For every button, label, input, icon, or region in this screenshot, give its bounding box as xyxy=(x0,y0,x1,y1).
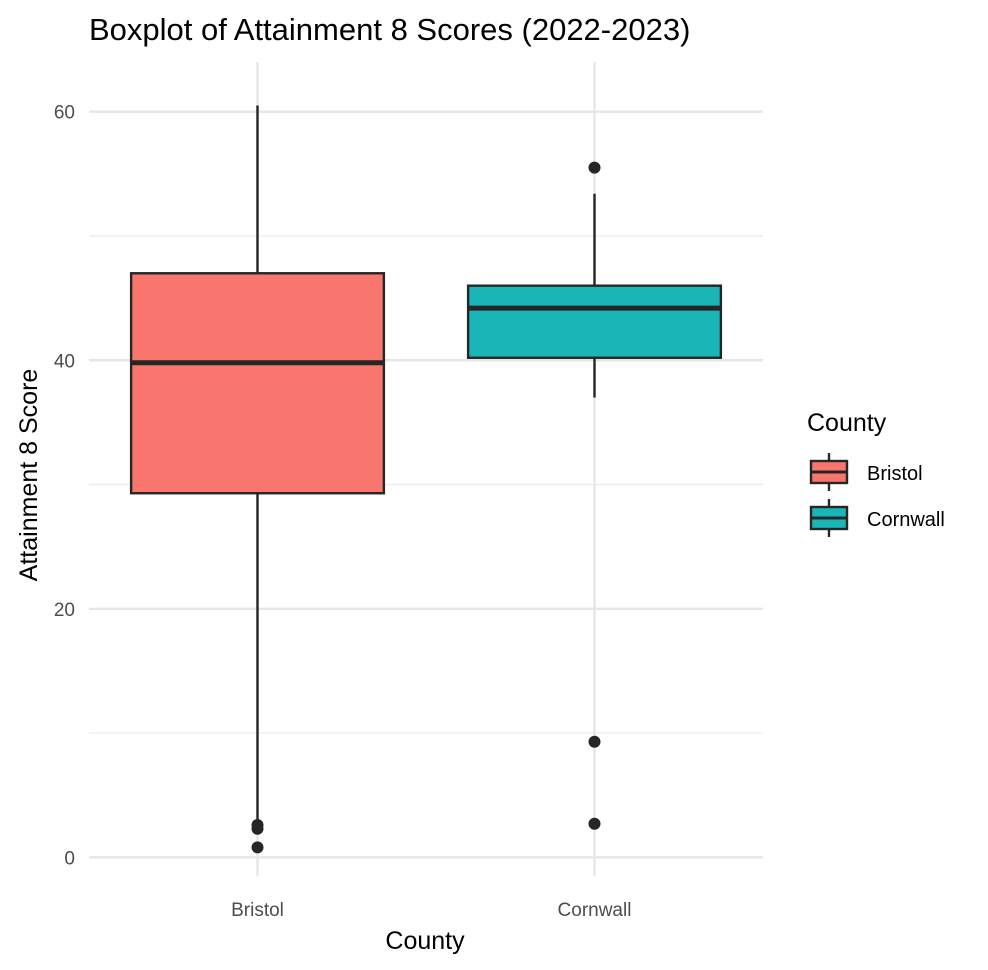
x-tick-label: Cornwall xyxy=(558,900,632,921)
legend-title: County xyxy=(807,409,887,437)
chart-title: Boxplot of Attainment 8 Scores (2022-202… xyxy=(89,12,690,47)
x-axis-ticks: Bristol Cornwall xyxy=(231,900,631,921)
outlier-point xyxy=(588,817,601,830)
legend-label: Cornwall xyxy=(867,509,945,531)
box-body xyxy=(129,272,386,495)
outlier-point xyxy=(588,161,601,174)
outlier-point xyxy=(251,841,264,854)
box-body xyxy=(466,284,723,359)
legend: County Bristol Cornwall xyxy=(807,409,945,537)
outlier-point xyxy=(588,735,601,748)
y-tick-label: 20 xyxy=(54,600,75,621)
y-tick-label: 0 xyxy=(64,848,75,869)
boxes xyxy=(129,105,723,854)
x-axis-title: County xyxy=(385,927,465,955)
legend-item-cornwall: Cornwall xyxy=(809,499,945,537)
x-tick-label: Bristol xyxy=(231,900,284,921)
legend-item-bristol: Bristol xyxy=(809,453,923,491)
box-cornwall xyxy=(466,161,723,830)
y-axis-title: Attainment 8 Score xyxy=(15,369,43,582)
y-tick-label: 60 xyxy=(54,103,75,124)
legend-label: Bristol xyxy=(867,463,923,485)
y-tick-label: 40 xyxy=(54,351,75,372)
box-bristol xyxy=(129,105,386,854)
outlier-point xyxy=(251,822,264,835)
y-axis-ticks: 0 20 40 60 xyxy=(54,103,75,870)
